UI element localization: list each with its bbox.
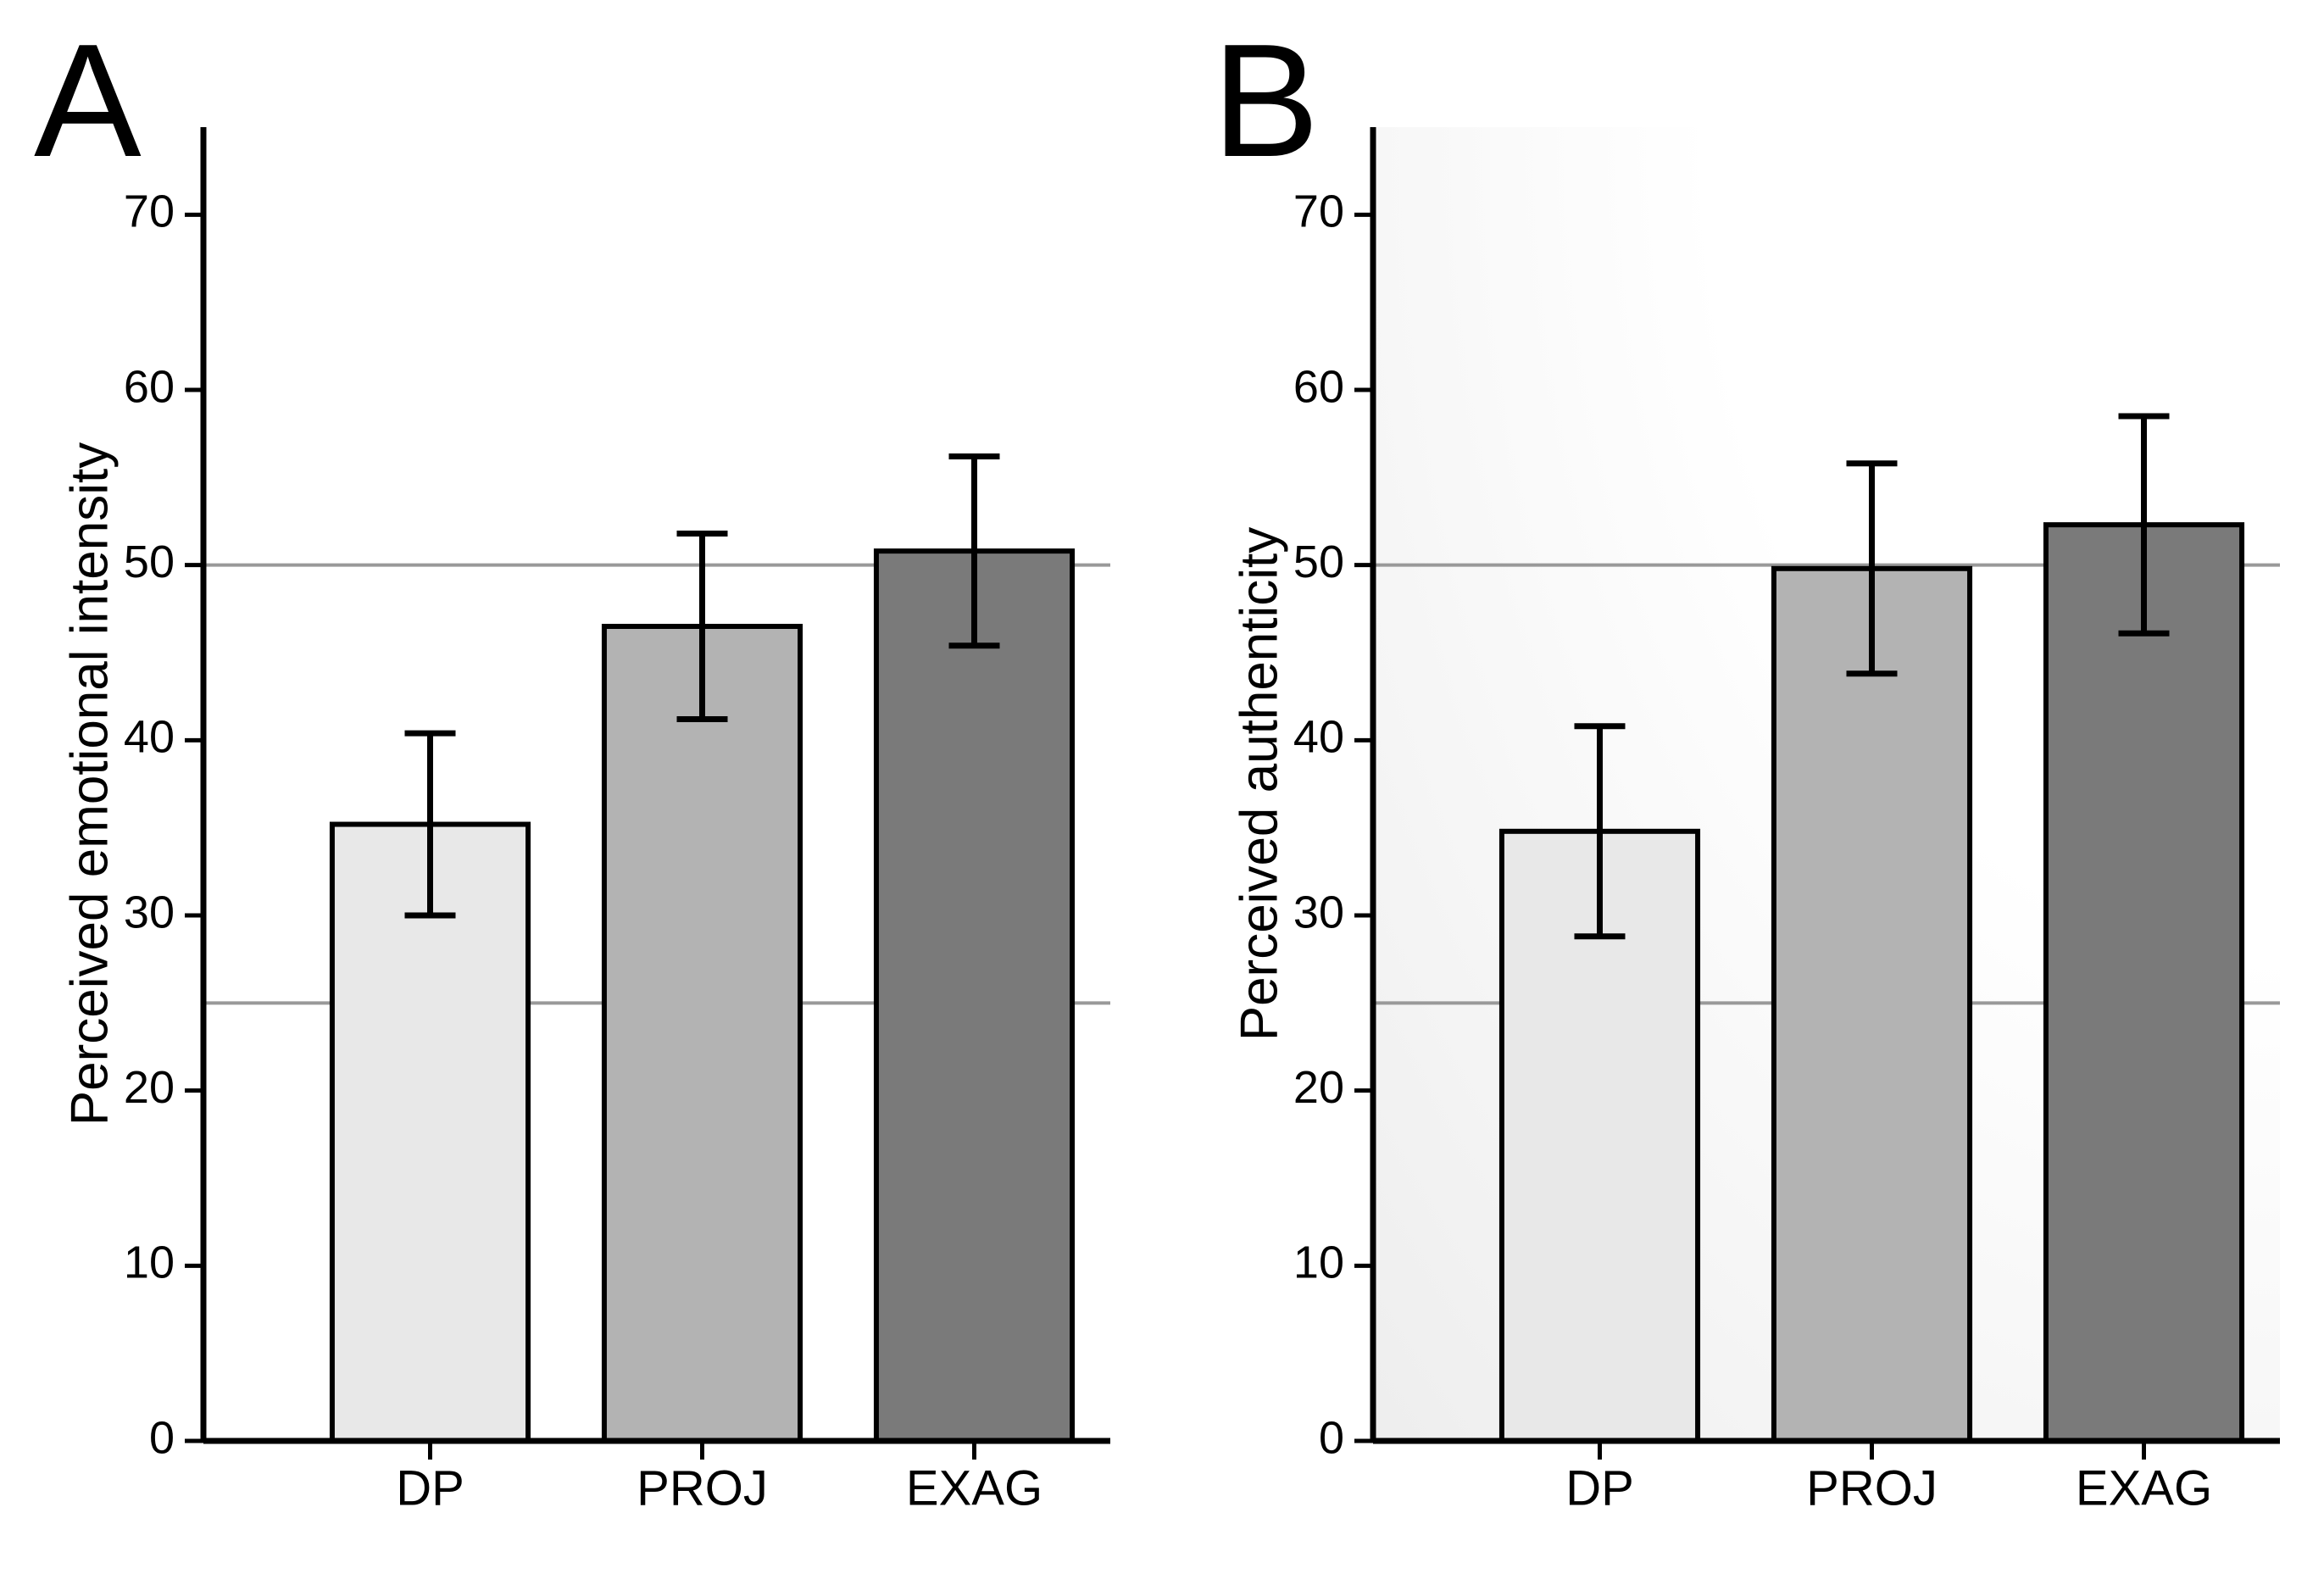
xtick-label-exag: EXAG xyxy=(906,1461,1042,1516)
ytick-label: 0 xyxy=(1319,1412,1344,1463)
xtick-label-proj: PROJ xyxy=(1806,1461,1938,1516)
bar-exag xyxy=(876,551,1072,1441)
ytick-label: 30 xyxy=(124,887,175,937)
bar-proj xyxy=(604,626,800,1441)
ytick-label: 60 xyxy=(124,361,175,412)
chart-panel-a: 0 10 20 30 40 50 60 70 DP PROJ EXAG Perceived emoti… xyxy=(51,110,1127,1543)
ytick-label: 10 xyxy=(1293,1237,1344,1288)
ytick-label: 60 xyxy=(1293,361,1344,412)
xtick-label-dp: DP xyxy=(1565,1461,1634,1516)
bar-exag xyxy=(2046,525,2242,1441)
figure-container: A010203040506070DPPROJEXAGPerceived emot… xyxy=(0,0,2324,1585)
ytick-label: 70 xyxy=(124,186,175,237)
xtick-label-dp: DP xyxy=(396,1461,464,1516)
ytick-label: 50 xyxy=(124,537,175,587)
ytick-label: 40 xyxy=(124,712,175,763)
xtick-label-exag: EXAG xyxy=(2076,1461,2212,1516)
ytick-label: 40 xyxy=(1293,712,1344,763)
ytick-label: 50 xyxy=(1293,537,1344,587)
ytick-label: 20 xyxy=(124,1062,175,1113)
ytick-label: 70 xyxy=(1293,186,1344,237)
ytick-label: 20 xyxy=(1293,1062,1344,1113)
ytick-label: 0 xyxy=(149,1412,175,1463)
bar-proj xyxy=(1774,569,1970,1441)
ytick-label: 30 xyxy=(1293,887,1344,937)
xtick-label-proj: PROJ xyxy=(637,1461,768,1516)
y-axis-label: Perceived authenticity xyxy=(1230,527,1288,1042)
y-axis-label: Perceived emotional intensity xyxy=(60,442,119,1126)
ytick-label: 10 xyxy=(124,1237,175,1288)
chart-panel-b: 0 10 20 30 40 50 60 70 DP PROJ EXAG Perceived authe… xyxy=(1220,110,2297,1543)
